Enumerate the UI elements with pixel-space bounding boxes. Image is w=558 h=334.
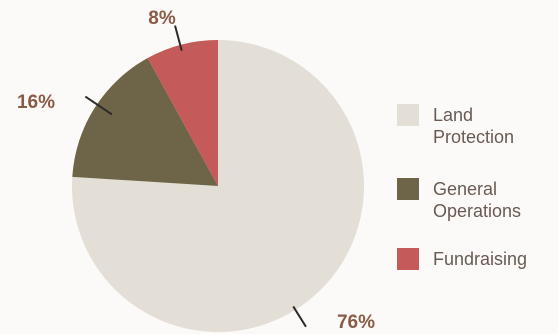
data-label-general-operations: 16% (17, 92, 55, 113)
legend-label-land-protection: Land Protection (433, 104, 557, 148)
legend-swatch-land-protection (397, 104, 419, 126)
legend-label-general-operations: General Operations (433, 178, 557, 222)
legend-label-line: Fundraising (433, 249, 528, 269)
legend-label-line: Protection (433, 127, 515, 147)
leader-line-land-protection (292, 305, 307, 328)
data-label-land-protection: 76% (337, 312, 375, 333)
legend-label-fundraising: Fundraising (433, 248, 557, 270)
legend-label-line: General (433, 179, 498, 199)
legend-label-line: Land (433, 105, 474, 125)
pie-slice-land-protection (72, 40, 365, 332)
leader-line-fundraising (174, 25, 183, 52)
data-label-fundraising: 8% (148, 8, 176, 29)
legend-swatch-fundraising (397, 248, 419, 270)
pie-slice-fundraising (147, 40, 218, 186)
leader-line-general-operations (84, 95, 113, 116)
legend-label-line: Operations (433, 201, 522, 221)
legend-swatch-general-operations (397, 178, 419, 200)
pie-slice-general-operations (72, 58, 218, 187)
